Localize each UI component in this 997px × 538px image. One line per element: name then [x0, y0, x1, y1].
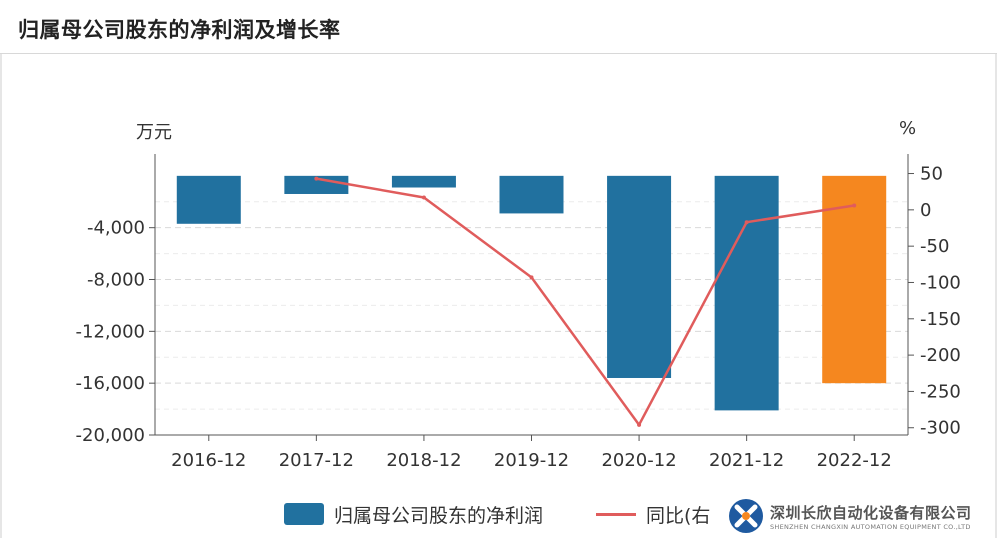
legend-line-label: 同比(右	[646, 504, 711, 527]
left-axis-unit: 万元	[136, 122, 172, 143]
company-watermark: 深圳长欣自动化设备有限公司 SHENZHEN CHANGXIN AUTOMATI…	[728, 496, 996, 536]
growth-point	[637, 422, 642, 427]
bar	[607, 175, 672, 378]
left-axis-tick-label: -4,000	[87, 218, 145, 239]
card-header: 归属母公司股东的净利润及增长率	[0, 0, 997, 54]
company-name-en: SHENZHEN CHANGXIN AUTOMATION EQUIPMENT C…	[770, 522, 971, 531]
right-axis-tick-label: -300	[920, 418, 961, 439]
page-title: 归属母公司股东的净利润及增长率	[18, 18, 341, 42]
right-axis-tick-label: 50	[920, 164, 943, 185]
card-border-right	[995, 54, 997, 538]
x-axis-tick-label: 2016-12	[171, 450, 246, 471]
company-name: 深圳长欣自动化设备有限公司	[770, 503, 972, 522]
bar	[176, 175, 241, 224]
right-axis-tick-label: 0	[920, 200, 931, 221]
right-axis-unit: %	[899, 118, 917, 139]
legend-line-swatch	[596, 512, 636, 516]
company-logo-icon	[729, 499, 763, 533]
growth-point	[852, 203, 857, 208]
left-axis-tick-label: -16,000	[76, 373, 145, 394]
growth-point	[314, 176, 319, 181]
left-axis-tick-label: -8,000	[87, 270, 145, 291]
right-axis-tick-label: -150	[920, 309, 961, 330]
bar	[822, 175, 887, 384]
right-axis-tick-label: -200	[920, 345, 961, 366]
right-axis-tick-label: -50	[920, 236, 949, 257]
left-axis-tick-label: -12,000	[76, 321, 145, 342]
x-axis-tick-label: 2017-12	[279, 450, 354, 471]
growth-point	[421, 195, 426, 200]
legend-item-line[interactable]: 同比(右	[596, 500, 710, 528]
right-axis-tick-label: -100	[920, 272, 961, 293]
left-axis-tick-label: -20,000	[76, 425, 145, 446]
growth-point	[744, 220, 749, 225]
x-axis-tick-label: 2019-12	[494, 450, 569, 471]
x-axis-tick-label: 2018-12	[386, 450, 461, 471]
growth-point	[529, 275, 534, 280]
legend-bar-swatch	[284, 503, 324, 525]
x-axis-tick-label: 2021-12	[709, 450, 784, 471]
legend-item-bar[interactable]: 归属母公司股东的净利润	[284, 500, 543, 528]
x-axis-tick-label: 2022-12	[817, 450, 892, 471]
growth-line	[316, 177, 855, 427]
chart-canvas: -4,000 -8,000 -12,000 -16,000 -20,000 50 0 -50 -…	[76, 154, 961, 471]
card-border-left	[0, 54, 2, 538]
bar	[499, 175, 564, 214]
bar	[714, 175, 779, 411]
legend-bar-label: 归属母公司股东的净利润	[334, 504, 544, 527]
bar	[391, 175, 456, 188]
right-axis-tick-label: -250	[920, 381, 961, 402]
x-axis-tick-label: 2020-12	[601, 450, 676, 471]
